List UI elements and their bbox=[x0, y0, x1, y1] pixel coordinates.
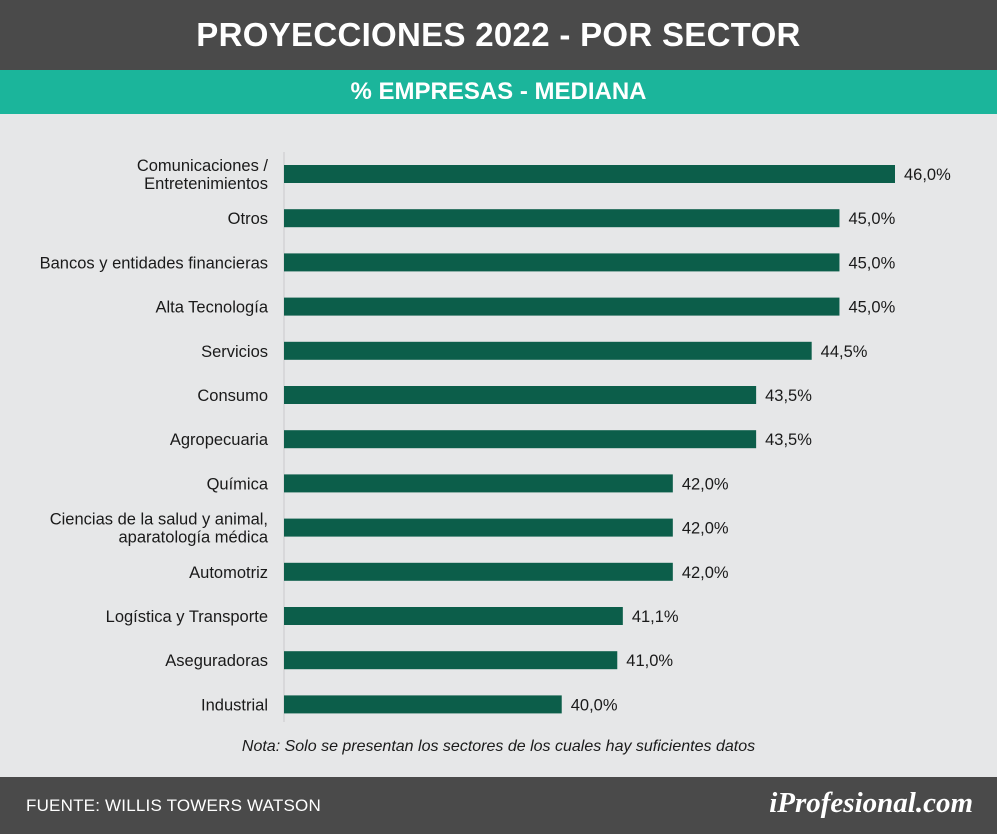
category-label-line: aparatología médica bbox=[118, 529, 268, 547]
category-label-line: Alta Tecnología bbox=[155, 299, 268, 317]
category-label-line: Automotriz bbox=[189, 564, 268, 582]
bar bbox=[284, 297, 840, 316]
category-label-line: Comunicaciones / bbox=[137, 157, 269, 175]
value-label: 43,5% bbox=[765, 387, 812, 405]
footer: FUENTE: WILLIS TOWERS WATSON iProfesiona… bbox=[0, 777, 997, 834]
category-label: Servicios bbox=[201, 343, 268, 361]
value-label: 46,0% bbox=[904, 166, 951, 184]
value-label: 45,0% bbox=[848, 254, 895, 272]
category-label: Química bbox=[207, 475, 269, 493]
bar-chart: 46,0% Comunicaciones / Entretenimientos 45,… bbox=[0, 114, 997, 734]
bar bbox=[284, 253, 840, 272]
category-label: Industrial bbox=[201, 696, 268, 714]
bar bbox=[284, 474, 673, 493]
chart-subtitle: % EMPRESAS - MEDIANA bbox=[350, 78, 647, 105]
category-label: Bancos y entidades financieras bbox=[40, 254, 268, 272]
bar bbox=[284, 209, 840, 228]
bar bbox=[284, 386, 757, 404]
source-text: FUENTE: WILLIS TOWERS WATSON bbox=[26, 796, 321, 815]
chart-title: PROYECCIONES 2022 - POR SECTOR bbox=[196, 16, 801, 53]
category-label: Otros bbox=[228, 210, 268, 228]
category-label: Agropecuaria bbox=[170, 431, 269, 449]
value-label: 43,5% bbox=[765, 431, 812, 449]
value-label: 45,0% bbox=[848, 299, 895, 317]
value-label: 40,0% bbox=[571, 696, 618, 714]
bar bbox=[284, 165, 895, 183]
category-label-line: Industrial bbox=[201, 696, 268, 714]
category-label-line: Entretenimientos bbox=[144, 175, 268, 193]
bar bbox=[284, 651, 618, 670]
category-label-line: Química bbox=[207, 475, 269, 493]
category-label: Logística y Transporte bbox=[106, 608, 268, 626]
bar-chart-svg: 46,0% Comunicaciones / Entretenimientos 45,… bbox=[40, 152, 951, 722]
bar bbox=[284, 695, 562, 714]
category-label-line: Ciencias de la salud y animal, bbox=[50, 511, 268, 529]
category-label: Consumo bbox=[197, 387, 268, 405]
bar bbox=[284, 341, 812, 360]
category-label: Comunicaciones / Entretenimientos bbox=[137, 157, 269, 193]
category-label-line: Consumo bbox=[197, 387, 268, 405]
chart-title-bar: PROYECCIONES 2022 - POR SECTOR bbox=[0, 0, 997, 70]
chart-note: Nota: Solo se presentan los sectores de … bbox=[241, 738, 756, 755]
value-label: 41,1% bbox=[632, 608, 679, 626]
category-label-line: Aseguradoras bbox=[165, 652, 268, 670]
brand-logo: iProfesional.com bbox=[769, 787, 973, 819]
bar bbox=[284, 518, 673, 537]
category-label-line: Otros bbox=[228, 210, 268, 228]
bar bbox=[284, 607, 623, 625]
category-label: Automotriz bbox=[189, 564, 268, 582]
category-label-line: Logística y Transporte bbox=[106, 608, 268, 626]
value-label: 42,0% bbox=[682, 475, 729, 493]
bar bbox=[284, 562, 673, 581]
category-label-line: Servicios bbox=[201, 343, 268, 361]
category-label: Alta Tecnología bbox=[155, 299, 268, 317]
category-label-line: Bancos y entidades financieras bbox=[40, 254, 268, 272]
value-label: 42,0% bbox=[682, 520, 729, 538]
chart-subtitle-bar: % EMPRESAS - MEDIANA bbox=[0, 70, 997, 114]
value-label: 41,0% bbox=[626, 652, 673, 670]
value-label: 45,0% bbox=[848, 210, 895, 228]
bar bbox=[284, 430, 757, 449]
category-label-line: Agropecuaria bbox=[170, 431, 269, 449]
category-label: Aseguradoras bbox=[165, 652, 268, 670]
value-label: 42,0% bbox=[682, 564, 729, 582]
value-label: 44,5% bbox=[821, 343, 868, 361]
category-label: Ciencias de la salud y animal, aparatolog… bbox=[50, 511, 269, 547]
